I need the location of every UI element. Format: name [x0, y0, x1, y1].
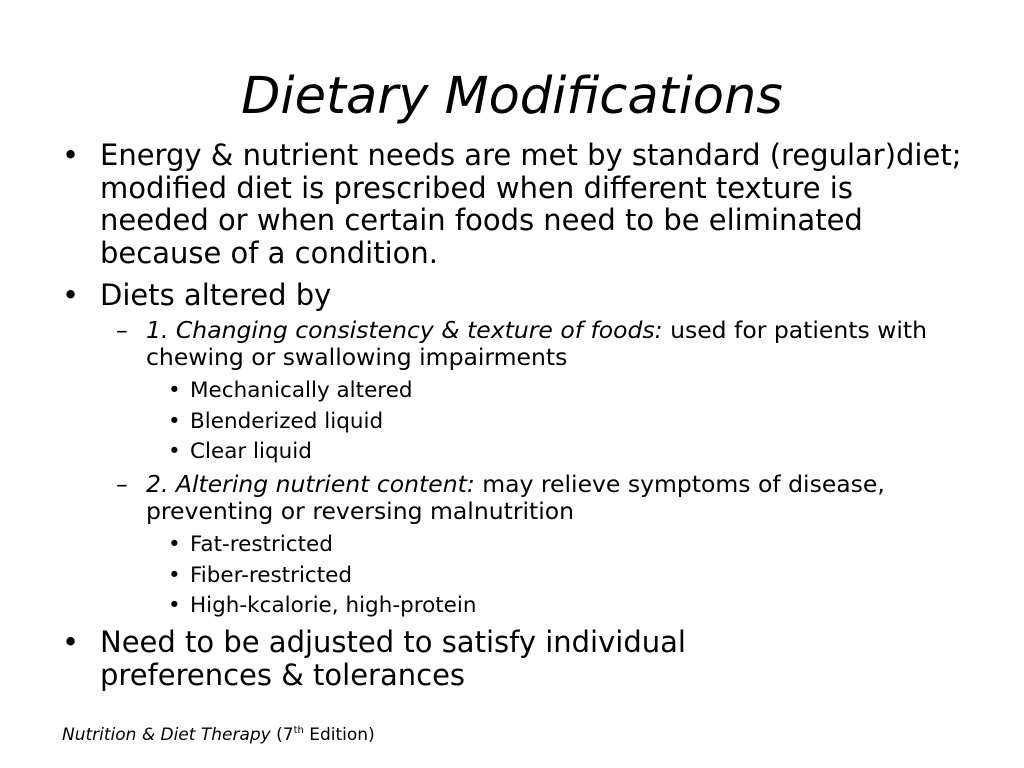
bullet-1: • Energy & nutrient needs are met by sta…: [62, 139, 970, 269]
slide-title: Dietary Modifications: [241, 67, 783, 126]
footer-citation: Nutrition & Diet Therapy (7th Edition): [62, 722, 375, 748]
list-item: • High-kcalorie, high-protein: [168, 591, 477, 622]
bullet-text: Diets altered by: [100, 278, 332, 312]
subpoint-text: may relieve symptoms of disease, prevent…: [146, 470, 885, 525]
bullet-marker: •: [168, 378, 181, 403]
edition-text-end: Edition): [303, 725, 375, 745]
bullet-marker: •: [168, 562, 181, 588]
dash-marker: –: [116, 316, 128, 344]
list-item: • Fat-restricted: [168, 530, 477, 561]
subpoint-1: – 1. Changing consistency & texture of f…: [116, 317, 936, 371]
bullet-marker: •: [62, 278, 80, 312]
bullet-marker: •: [168, 439, 181, 465]
bullet-marker: •: [168, 408, 181, 434]
dash-marker: –: [116, 470, 128, 498]
list-item: • Clear liquid: [168, 437, 413, 468]
item-text: Blenderized liquid: [190, 408, 384, 434]
item-text: Mechanically altered: [190, 378, 413, 403]
item-text: Clear liquid: [190, 439, 312, 465]
item-text: High-kcalorie, high-protein: [190, 593, 477, 619]
book-title: Nutrition & Diet Therapy: [62, 725, 271, 745]
bullet-3: • Need to be adjusted to satisfy individ…: [62, 626, 860, 692]
list-item: • Mechanically altered: [168, 376, 413, 407]
bullet-2: • Diets altered by: [62, 279, 980, 312]
bullet-text: Need to be adjusted to satisfy individua…: [100, 625, 686, 692]
bullet-marker: •: [168, 593, 181, 619]
bullet-text: Energy & nutrient needs are met by stand…: [100, 138, 962, 270]
subpoint-text: used for patients with chewing or swallo…: [146, 316, 928, 371]
subpoint-heading: 1. Changing consistency & texture of foo…: [146, 316, 663, 344]
item-text: Fat-restricted: [190, 532, 333, 557]
subpoint-2-items: • Fat-restricted • Fiber-restricted • High-…: [168, 530, 477, 622]
item-text: Fiber-restricted: [190, 562, 353, 588]
edition-text: (7: [270, 725, 294, 745]
subpoint-2: – 2. Altering nutrient content: may reli…: [116, 471, 946, 525]
list-item: • Blenderized liquid: [168, 407, 413, 438]
list-item: • Fiber-restricted: [168, 561, 477, 592]
edition-superscript: th: [293, 725, 304, 736]
bullet-marker: •: [62, 625, 80, 659]
bullet-marker: •: [62, 138, 80, 172]
subpoint-heading: 2. Altering nutrient content:: [146, 470, 475, 498]
bullet-marker: •: [168, 532, 181, 557]
subpoint-1-items: • Mechanically altered • Blenderized liqui…: [168, 376, 413, 468]
